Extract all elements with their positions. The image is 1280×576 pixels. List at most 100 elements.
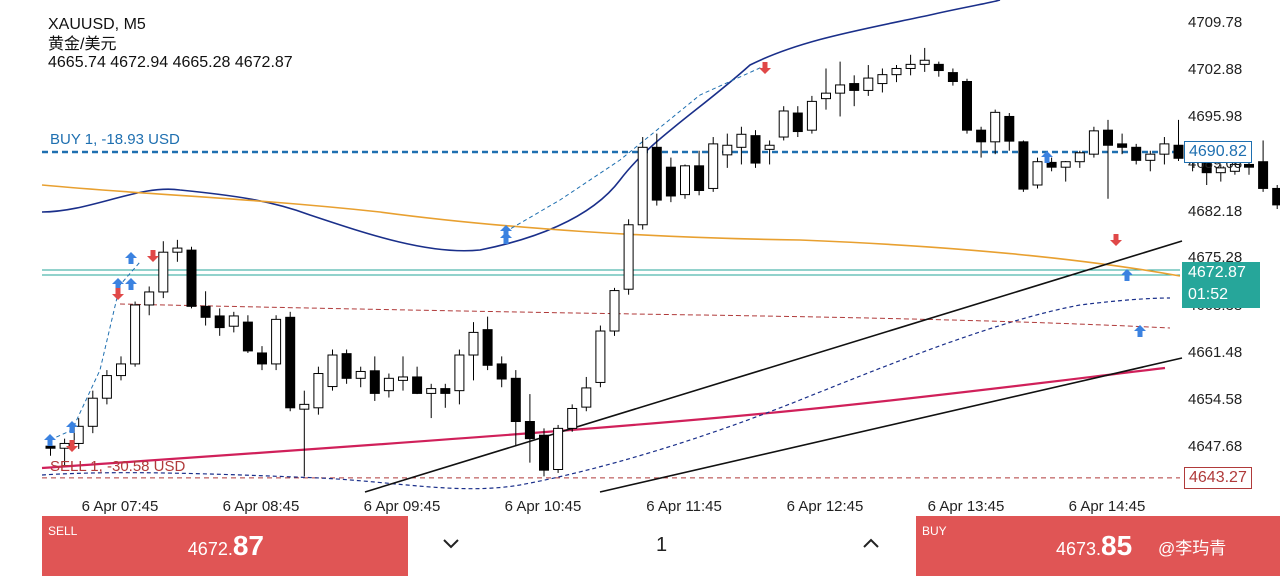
candle — [328, 350, 337, 391]
candle-body-bearish — [187, 250, 196, 306]
candle — [384, 374, 393, 398]
sell-arrow-icon — [759, 62, 771, 74]
time-tick: 6 Apr 11:45 — [646, 498, 722, 515]
candle-body-bullish — [737, 134, 746, 147]
buy-arrow-icon — [125, 278, 137, 290]
candle-body-bullish — [638, 147, 647, 224]
candle — [1132, 144, 1141, 165]
candle-body-bullish — [328, 355, 337, 387]
candle-body-bearish — [652, 147, 661, 200]
candle-body-bullish — [906, 64, 915, 68]
candle — [342, 350, 351, 384]
candle — [681, 164, 690, 198]
candle-body-bullish — [807, 101, 816, 130]
chevron-down-icon[interactable] — [442, 532, 460, 555]
candle — [117, 356, 126, 380]
candle — [469, 322, 478, 380]
candle-body-bullish — [145, 292, 154, 305]
candle — [497, 356, 506, 387]
candle-body-bullish — [920, 60, 929, 64]
candle — [1033, 158, 1042, 189]
chevron-up-icon[interactable] — [862, 532, 880, 555]
candle-body-bullish — [723, 145, 732, 155]
price-chart[interactable] — [0, 0, 1280, 516]
candle — [229, 312, 238, 333]
candle-body-bullish — [74, 426, 83, 443]
candle-body-bullish — [399, 377, 408, 380]
candle-body-bullish — [300, 404, 309, 409]
sell-arrow-icon — [1110, 234, 1122, 246]
sell-price-big: 87 — [233, 530, 264, 561]
candle-body-bullish — [822, 93, 831, 98]
candle-body-bearish — [441, 389, 450, 394]
chart-symbol: XAUUSD, M5 — [48, 16, 146, 34]
candle-body-bullish — [765, 145, 774, 149]
candle-body-bullish — [229, 316, 238, 326]
price-tick: 4654.58 — [1188, 391, 1242, 408]
candle-body-bearish — [977, 130, 986, 142]
sell-button[interactable]: SELL 4672.87 — [42, 516, 408, 576]
candle-body-bullish — [384, 378, 393, 390]
candle-body-bearish — [1047, 162, 1056, 167]
sell-price: 4672.87 — [188, 530, 264, 562]
candle-body-bearish — [511, 378, 520, 421]
candle — [1259, 140, 1268, 191]
candle-body-bullish — [681, 166, 690, 195]
sell-price-main: 4672. — [188, 539, 233, 559]
sell-arrow-icon — [112, 288, 124, 300]
candle-body-bullish — [159, 252, 168, 292]
time-tick: 6 Apr 08:45 — [223, 498, 300, 515]
candle-body-bullish — [455, 355, 464, 391]
candle-body-bearish — [1174, 145, 1183, 158]
price-tick: 4695.98 — [1188, 108, 1242, 125]
candle-body-bullish — [356, 371, 365, 378]
candle — [455, 350, 464, 405]
candle — [793, 106, 802, 137]
candle-body-bullish — [892, 68, 901, 74]
time-tick: 6 Apr 12:45 — [787, 498, 864, 515]
candle-body-bearish — [258, 353, 267, 364]
lot-size[interactable]: 1 — [656, 534, 667, 557]
candle — [370, 356, 379, 401]
candle — [243, 315, 252, 353]
candle-body-bullish — [582, 388, 591, 407]
candle-body-bearish — [850, 84, 859, 91]
candle — [300, 391, 309, 477]
candle-body-bearish — [201, 306, 210, 317]
candle — [102, 370, 111, 404]
candle-body-bullish — [596, 331, 605, 382]
buy-arrow-icon — [44, 434, 56, 446]
candle-body-bearish — [1104, 130, 1113, 145]
candle — [286, 312, 295, 411]
lot-control: 1 — [408, 516, 916, 576]
candle — [159, 241, 168, 298]
time-tick: 6 Apr 07:45 — [82, 498, 159, 515]
candle — [822, 68, 831, 109]
candle — [554, 425, 563, 473]
candle-body-bullish — [568, 408, 577, 428]
candle-body-bullish — [779, 111, 788, 137]
candle — [709, 137, 718, 192]
candle — [991, 110, 1000, 155]
time-tick: 6 Apr 10:45 — [505, 498, 582, 515]
buy-position-label[interactable]: BUY 1, -18.93 USD — [50, 131, 180, 148]
candle-body-bullish — [1061, 162, 1070, 167]
candle — [1089, 127, 1098, 158]
candle — [1146, 151, 1155, 172]
candle-body-bearish — [695, 166, 704, 191]
candle — [173, 240, 182, 262]
candle-body-bearish — [540, 435, 549, 470]
candle — [314, 367, 323, 415]
candle — [1019, 140, 1028, 191]
candle — [187, 247, 196, 309]
candle-body-bullish — [88, 398, 97, 426]
candle — [948, 68, 957, 85]
candle-body-bullish — [117, 364, 126, 376]
candle-body-bearish — [666, 167, 675, 196]
buy-price-marker: 4690.82 — [1184, 141, 1252, 163]
candle-body-bearish — [286, 317, 295, 407]
candle — [892, 65, 901, 82]
sell-arrow-icon — [147, 250, 159, 262]
candle-body-bullish — [1160, 144, 1169, 154]
sell-position-label[interactable]: SELL 1, -30.58 USD — [50, 458, 185, 475]
